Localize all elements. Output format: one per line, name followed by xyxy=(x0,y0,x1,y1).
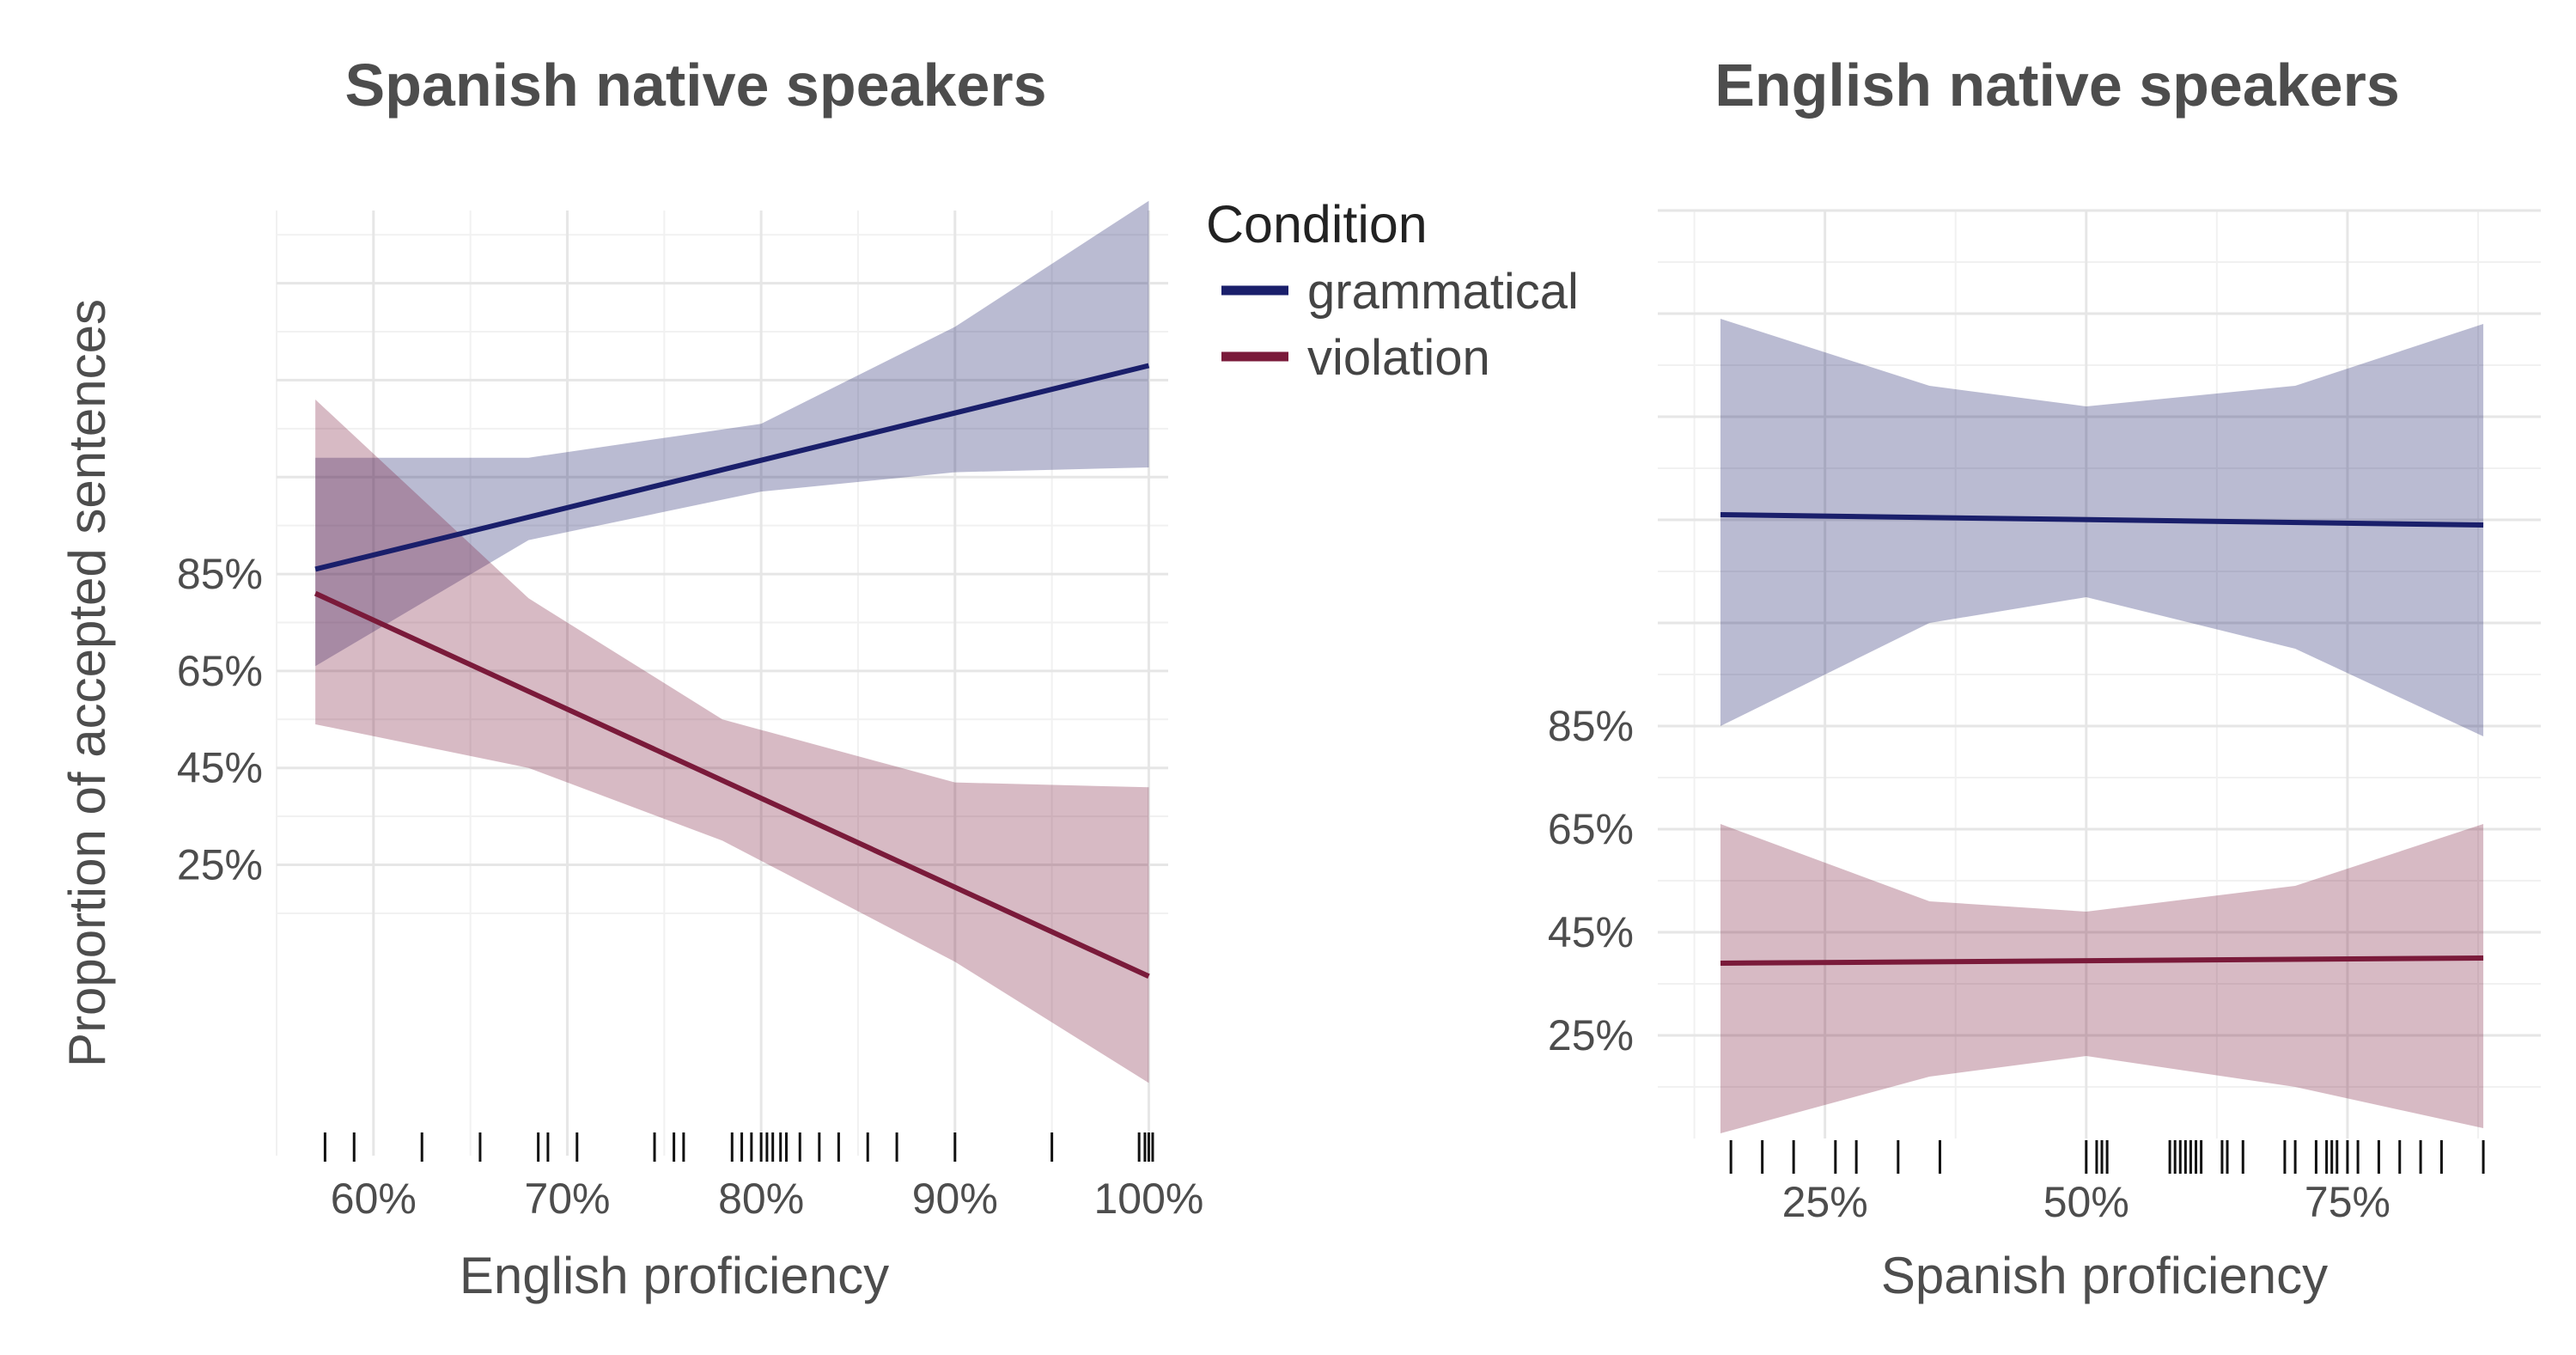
x-tick-label-right: 25% xyxy=(1782,1178,1868,1226)
panel-title-left: Spanish native speakers xyxy=(344,52,1046,119)
ci-band-violation-right xyxy=(1720,824,2484,1133)
x-tick-label-right: 75% xyxy=(2305,1178,2390,1226)
y-tick-label-right: 45% xyxy=(1548,908,1634,956)
y-tick-label-right: 85% xyxy=(1548,702,1634,750)
panel-spanish-native: 25% 45% 65% 85% 60% 70% 80% 90% 100% Spanish na… xyxy=(58,52,1203,1304)
legend-label-grammatical: grammatical xyxy=(1307,264,1579,320)
y-tick-label-left: 45% xyxy=(177,744,263,792)
x-tick-label-left: 90% xyxy=(912,1175,998,1223)
x-tick-label-left: 60% xyxy=(331,1175,417,1223)
line-violation-left xyxy=(314,590,1150,980)
x-axis-label-right: Spanish proficiency xyxy=(1881,1247,2328,1304)
y-tick-label-left: 25% xyxy=(177,841,263,889)
legend: Condition grammatical violation xyxy=(1206,195,1579,386)
line-grammatical-left xyxy=(314,363,1150,572)
x-axis-label-left: English proficiency xyxy=(460,1247,889,1304)
bands-left xyxy=(315,200,1149,1083)
legend-label-violation: violation xyxy=(1307,330,1490,386)
x-tick-label-left: 70% xyxy=(524,1175,610,1223)
y-tick-label-right: 65% xyxy=(1548,805,1634,853)
y-tick-label-right: 25% xyxy=(1548,1011,1634,1059)
rug-right xyxy=(1729,1140,2485,1174)
line-grammatical-right xyxy=(1720,512,2484,528)
y-axis-label: Proportion of accepted sentences xyxy=(58,299,116,1067)
x-tick-label-right: 50% xyxy=(2043,1178,2129,1226)
y-ticks-right: 25% 45% 65% 85% xyxy=(1548,702,1634,1059)
panel-title-right: English native speakers xyxy=(1714,52,2400,119)
ci-band-grammatical-left xyxy=(315,200,1149,667)
grid-left xyxy=(276,211,1168,1156)
x-tick-label-left: 100% xyxy=(1093,1175,1203,1223)
ci-band-grammatical-right xyxy=(1720,319,2484,736)
x-ticks-left: 60% 70% 80% 90% 100% xyxy=(331,1175,1204,1223)
lines-right xyxy=(1720,512,2484,966)
y-tick-label-left: 85% xyxy=(177,550,263,598)
y-ticks-left: 25% 45% 65% 85% xyxy=(177,550,263,888)
lines-left xyxy=(314,363,1150,980)
rug-left xyxy=(323,1132,1154,1162)
legend-title: Condition xyxy=(1206,195,1428,253)
panel-english-native: 25% 45% 65% 85% 25% 50% 75% English native sp… xyxy=(1548,52,2541,1304)
x-tick-label-left: 80% xyxy=(718,1175,804,1223)
x-ticks-right: 25% 50% 75% xyxy=(1782,1178,2390,1226)
y-tick-label-left: 65% xyxy=(177,647,263,695)
ci-band-violation-left xyxy=(315,400,1149,1083)
line-violation-right xyxy=(1720,955,2484,966)
bands-right xyxy=(1720,319,2484,1133)
grid-right xyxy=(1658,209,2541,1138)
